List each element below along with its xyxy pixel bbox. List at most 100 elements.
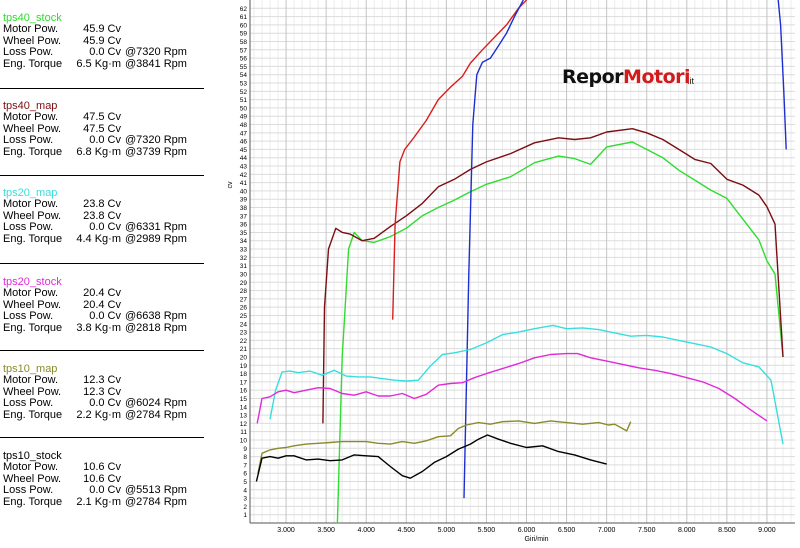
- y-tick-label: 57: [240, 47, 248, 54]
- legend-label: Eng. Torque: [3, 232, 63, 245]
- legend-row: Loss Pow. 0.0 Cv @6024 Rpm: [0, 398, 204, 410]
- y-tick-label: 5: [243, 479, 247, 486]
- legend-separator: [0, 175, 204, 176]
- legend-value: 10.6 Cv: [83, 461, 121, 473]
- legend-value: 20.4 Cv: [83, 287, 121, 299]
- legend-label: Eng. Torque: [3, 145, 63, 158]
- legend-value: 0.0 Cv: [89, 397, 121, 410]
- y-tick-label: 20: [240, 354, 248, 361]
- series-line-tps20_map: [269, 324, 784, 445]
- legend-at: @6024 Rpm: [125, 397, 187, 410]
- dyno-chart: 1234567891011121314151617181920212223242…: [227, 0, 795, 543]
- legend-at: @3841 Rpm: [125, 57, 187, 70]
- y-tick-label: 6: [243, 471, 247, 478]
- y-tick-label: 25: [240, 313, 248, 320]
- legend-separator: [0, 88, 204, 89]
- y-tick-label: 48: [240, 122, 248, 129]
- y-tick-label: 53: [240, 81, 248, 88]
- legend-value: 23.8 Cv: [83, 209, 121, 222]
- logo: ReporMotori .it: [562, 64, 712, 92]
- legend-value: 0.0 Cv: [89, 484, 121, 497]
- y-tick-label: 52: [240, 89, 248, 96]
- legend-row: Motor Pow. 45.9 Cv: [0, 23, 204, 36]
- series-line-tps40_stock: [336, 141, 784, 523]
- y-tick-label: 51: [240, 97, 248, 104]
- y-tick-label: 31: [240, 263, 248, 270]
- legend-label: Eng. Torque: [3, 408, 63, 421]
- legend-value: 2.1 Kg·m: [76, 495, 121, 508]
- legend-series-name: tps20_stock: [3, 276, 62, 288]
- logo-suffix: .it: [687, 76, 695, 86]
- y-tick-label: 19: [240, 363, 248, 370]
- y-tick-label: 8: [243, 454, 247, 461]
- x-axis-label: Giri/min: [524, 536, 548, 543]
- legend-value: 47.5 Cv: [83, 111, 121, 123]
- legend-label: Motor Pow.: [3, 111, 59, 123]
- legend-at: @2989 Rpm: [125, 232, 187, 245]
- legend-separator: [0, 350, 204, 351]
- legend-at: @5513 Rpm: [125, 484, 187, 497]
- y-tick-label: 22: [240, 338, 248, 345]
- legend-label: Motor Pow.: [3, 461, 59, 473]
- y-tick-label: 60: [240, 22, 248, 29]
- legend-value: 6.8 Kg·m: [76, 145, 121, 158]
- legend-label: Loss Pow.: [3, 134, 54, 147]
- y-tick-label: 43: [240, 164, 248, 171]
- x-tick-label: 4.500: [398, 527, 416, 534]
- legend-value: 4.4 Kg·m: [76, 232, 121, 245]
- legend-at: @3739 Rpm: [125, 145, 187, 158]
- y-tick-label: 10: [240, 437, 248, 444]
- legend-row: Wheel Pow. 20.4 Cv: [0, 298, 204, 312]
- y-tick-label: 40: [240, 188, 248, 195]
- x-tick-label: 4.000: [357, 527, 375, 534]
- y-tick-label: 37: [240, 213, 248, 220]
- legend-value: 0.0 Cv: [89, 46, 121, 59]
- y-tick-label: 41: [240, 180, 248, 187]
- legend-label: Motor Pow.: [3, 23, 59, 35]
- legend-value: 23.8 Cv: [83, 198, 121, 210]
- series-line-blue_right: [777, 0, 787, 150]
- legend-block: tps10_map Motor Pow. 12.3 Cv Wheel Pow. 12.3…: [0, 363, 204, 421]
- y-tick-label: 62: [240, 6, 248, 13]
- legend-label: Motor Pow.: [3, 374, 59, 386]
- x-tick-label: 5.000: [438, 527, 456, 534]
- legend-value: 0.0 Cv: [89, 221, 121, 234]
- y-tick-label: 30: [240, 271, 248, 278]
- x-tick-label: 6.500: [558, 527, 576, 534]
- legend-separator: [0, 263, 204, 264]
- legend-label: Motor Pow.: [3, 287, 59, 299]
- legend-value: 6.5 Kg·m: [76, 57, 121, 70]
- y-tick-label: 32: [240, 255, 248, 262]
- y-tick-label: 54: [240, 72, 248, 79]
- legend-row: Wheel Pow. 23.8 Cv: [0, 209, 204, 223]
- legend-value: 20.4 Cv: [83, 298, 121, 311]
- y-tick-label: 2: [243, 504, 247, 511]
- y-tick-label: 35: [240, 230, 248, 237]
- y-tick-label: 17: [240, 379, 248, 386]
- legend-at: @7320 Rpm: [125, 46, 187, 59]
- legend-block: tps40_map Motor Pow. 47.5 Cv Wheel Pow. 47.5…: [0, 100, 204, 158]
- legend-label: Wheel Pow.: [3, 385, 62, 398]
- plot-background: [250, 0, 795, 523]
- y-tick-label: 49: [240, 114, 248, 121]
- legend-row: Wheel Pow. 10.6 Cv: [0, 473, 204, 486]
- legend-row: Loss Pow. 0.0 Cv @5513 Rpm: [0, 485, 204, 497]
- legend-block: tps10_stock Motor Pow. 10.6 Cv Wheel Pow. 10…: [0, 450, 204, 508]
- y-tick-label: 61: [240, 14, 248, 21]
- series-line-tps40_map: [322, 127, 784, 424]
- legend-row: Wheel Pow. 12.3 Cv: [0, 385, 204, 399]
- legend-value: 12.3 Cv: [83, 374, 121, 386]
- y-tick-label: 12: [240, 421, 248, 428]
- series-line-tps20_stock: [256, 352, 768, 424]
- x-tick-label: 5.500: [478, 527, 496, 534]
- y-axis-label: cv: [227, 181, 234, 189]
- legend-row: Wheel Pow. 45.9 Cv: [0, 35, 204, 48]
- legend-row: Eng. Torque 2.1 Kg·m @2784 Rpm: [0, 495, 204, 509]
- legend-label: Wheel Pow.: [3, 122, 62, 135]
- x-tick-label: 9.000: [758, 527, 776, 534]
- y-tick-label: 14: [240, 404, 248, 411]
- legend-value: 2.2 Kg·m: [76, 408, 121, 421]
- legend-panel: tps40_stock Motor Pow. 45.9 Cv Wheel Pow. 45…: [0, 0, 206, 548]
- legend-at: @2784 Rpm: [125, 495, 187, 508]
- legend-separator: [0, 437, 204, 438]
